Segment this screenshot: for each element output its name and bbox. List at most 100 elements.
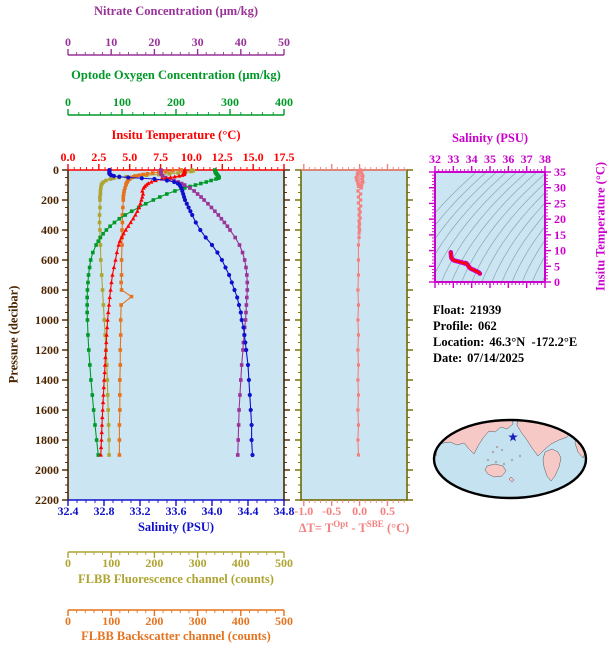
data-point [356, 195, 361, 199]
data-point [355, 178, 359, 183]
data-point [96, 239, 101, 244]
data-point [120, 228, 124, 232]
data-point [156, 172, 161, 177]
delta-title-part: - T [348, 521, 367, 536]
data-point [120, 220, 125, 225]
data-point [128, 220, 133, 225]
data-point [106, 310, 111, 315]
map-island [502, 462, 506, 466]
tick-label: 0 [65, 614, 71, 628]
tick-label: 33.6 [166, 504, 187, 518]
tick-label: 32 [429, 152, 441, 166]
tick-label: 1400 [35, 373, 59, 387]
tick-label: 2.5 [91, 150, 106, 164]
data-point [244, 310, 248, 315]
data-point [358, 210, 362, 214]
tick-label: 300 [189, 556, 207, 570]
data-point [243, 318, 248, 322]
data-point [215, 250, 220, 255]
data-point [101, 385, 106, 390]
data-point [139, 176, 144, 181]
data-point [356, 363, 361, 367]
tick-label: 0.5 [380, 504, 395, 518]
data-point [134, 174, 139, 178]
data-point [103, 333, 107, 337]
data-point [121, 205, 125, 210]
data-point [108, 224, 112, 229]
tick-label: 34.0 [202, 504, 223, 518]
tick-label: 35 [484, 152, 496, 166]
data-point [111, 265, 117, 270]
data-point [191, 168, 196, 173]
data-point [356, 378, 360, 382]
data-point [249, 437, 254, 443]
data-point [156, 170, 161, 175]
data-point [120, 213, 125, 217]
data-point [165, 192, 169, 196]
data-point [99, 430, 104, 435]
data-point [105, 317, 110, 322]
data-point [103, 355, 108, 360]
data-point [192, 189, 196, 193]
data-point [85, 303, 89, 307]
data-point [150, 171, 155, 175]
temperature-axis-title: Insitu Temperature (°C) [111, 128, 241, 142]
tick-label: 15 [554, 228, 566, 242]
data-point [245, 280, 250, 285]
tick-label: 10 [554, 244, 566, 258]
tick-label: 100 [102, 556, 120, 570]
data-point [117, 238, 123, 243]
data-point [104, 332, 109, 337]
tick-label: -1.0 [294, 504, 313, 518]
tick-label: 400 [41, 223, 59, 237]
tick-label: 1600 [35, 403, 59, 417]
tick-label: 200 [145, 614, 163, 628]
data-point [219, 216, 224, 221]
data-point [168, 175, 173, 180]
data-point [118, 378, 122, 382]
data-point [130, 216, 136, 221]
map-island [491, 450, 495, 454]
data-point [98, 195, 102, 199]
tick-label: 2200 [35, 493, 59, 507]
tick-label: 10 [105, 35, 117, 49]
data-point [119, 258, 124, 262]
data-point [121, 198, 126, 202]
date-value: 07/14/2025 [467, 351, 525, 365]
ts-temperature-axis-title: Insitu Temperature (°C) [593, 161, 608, 292]
main-plot-background [68, 170, 284, 500]
tick-label: 600 [41, 253, 59, 267]
data-point [135, 208, 140, 213]
tick-label: 500 [275, 614, 293, 628]
data-point [182, 197, 188, 203]
data-point [106, 423, 111, 427]
data-point [129, 209, 134, 214]
data-point [114, 250, 120, 255]
data-point [359, 204, 363, 208]
data-point [359, 186, 363, 190]
data-point [238, 393, 242, 397]
tick-label: 400 [232, 556, 250, 570]
data-point [222, 220, 227, 225]
data-point [101, 231, 105, 236]
oxygen-axis-title: Optode Oxygen Concentration (µm/kg) [71, 68, 281, 82]
data-point [236, 302, 242, 308]
data-point [87, 265, 92, 270]
tick-label: 200 [41, 193, 59, 207]
data-point [91, 250, 95, 255]
tick-label: 1800 [35, 433, 59, 447]
data-point [250, 452, 255, 458]
tick-label: 20 [554, 212, 566, 226]
data-point [184, 201, 189, 206]
data-point [356, 393, 361, 397]
data-point [209, 242, 215, 248]
data-point [89, 378, 93, 382]
data-point [188, 209, 193, 214]
tick-label: 50 [278, 35, 290, 49]
data-point [247, 392, 252, 398]
data-point [122, 189, 126, 193]
data-point [359, 198, 363, 202]
data-point [140, 194, 145, 199]
data-point [100, 415, 105, 420]
